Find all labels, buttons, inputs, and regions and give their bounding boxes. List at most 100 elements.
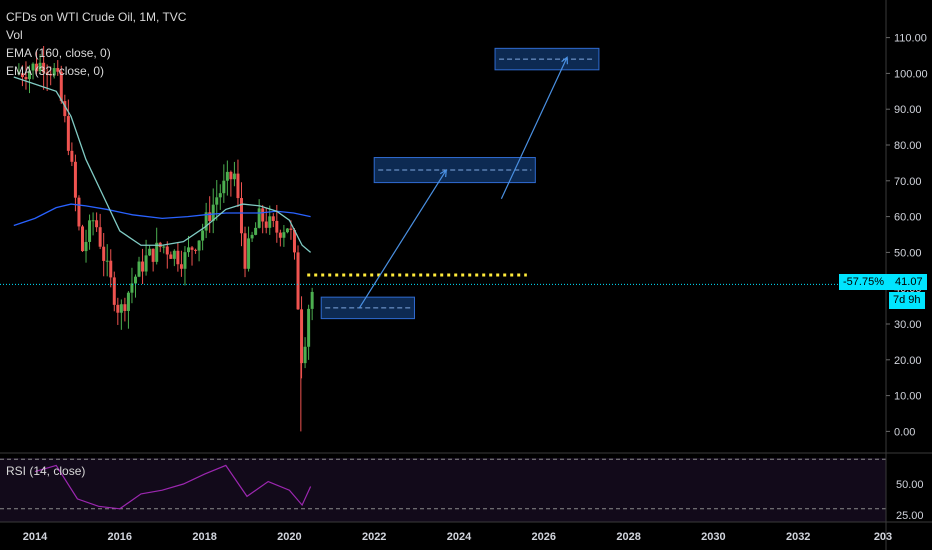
candle-body <box>232 173 236 180</box>
candle-body <box>151 248 155 262</box>
candle-body <box>271 216 275 221</box>
legend-ema-160: EMA (160, close, 0) <box>6 46 111 60</box>
candle-body <box>179 264 183 269</box>
candle-body <box>310 291 314 309</box>
candle-body <box>307 308 311 347</box>
x-tick-label: 2026 <box>532 531 556 543</box>
candle-body <box>300 309 304 364</box>
candle-body <box>42 62 46 73</box>
x-tick-label: 2024 <box>447 531 472 543</box>
candle-body <box>169 254 173 259</box>
candle-body <box>95 220 99 228</box>
candle-body <box>133 276 137 284</box>
candle-body <box>126 292 130 311</box>
last-price: 41.07 <box>895 276 923 288</box>
candle-body <box>190 247 194 250</box>
target-zone <box>494 47 600 71</box>
y-tick-label: 100.00 <box>894 68 928 80</box>
candle-body <box>155 242 159 262</box>
candle-body <box>275 220 279 233</box>
candle-body <box>123 304 127 311</box>
y-tick-label: 0.00 <box>894 426 915 438</box>
candle-body <box>91 220 95 222</box>
candle-body <box>282 232 286 238</box>
candle-body <box>24 77 28 80</box>
y-tick-label: 70.00 <box>894 176 922 188</box>
x-tick-label: 2028 <box>616 531 640 543</box>
y-tick-label: 10.00 <box>894 391 922 403</box>
candle-body <box>70 150 74 162</box>
rsi-legend: RSI (14, close) <box>6 464 86 478</box>
rsi-tick-label: 25.00 <box>896 510 924 522</box>
x-tick-label: 2030 <box>701 531 725 543</box>
arrowhead <box>561 56 568 65</box>
candle-body <box>215 197 219 205</box>
rsi-pane <box>0 458 886 522</box>
rsi-line <box>34 464 312 510</box>
ema-32-line <box>13 76 312 253</box>
candle-body <box>172 250 176 259</box>
candle-body <box>112 277 116 305</box>
candle-body <box>116 304 120 313</box>
x-tick-label: 2014 <box>23 531 48 543</box>
last-price-tag: -57.75% 41.07 <box>839 274 927 290</box>
candle-body <box>52 68 56 76</box>
candle-body <box>225 171 229 181</box>
candle-body <box>250 234 254 239</box>
candle-body <box>109 260 113 278</box>
candle-body <box>236 173 240 199</box>
rsi-tick-label: 50.00 <box>896 479 924 491</box>
candle-body <box>20 73 24 78</box>
x-tick-label: 2022 <box>362 531 386 543</box>
candle-body <box>285 228 289 233</box>
candle-body <box>292 229 296 253</box>
chart-legend: CFDs on WTI Crude Oil, 1M, TVC Vol EMA (… <box>6 8 186 80</box>
candle-body <box>303 346 307 364</box>
candle-body <box>31 63 35 71</box>
chart-overlays <box>0 47 886 522</box>
candle-body <box>261 208 265 222</box>
candle-body <box>204 212 208 231</box>
candle-body <box>84 241 88 252</box>
candle-body <box>264 221 268 228</box>
candle-body <box>66 116 70 151</box>
candle-body <box>254 227 258 235</box>
candle-body <box>148 248 152 256</box>
bar-countdown: 7d 9h <box>889 292 925 309</box>
y-tick-label: 90.00 <box>894 104 922 116</box>
candle-body <box>278 232 282 238</box>
x-tick-label: 203 <box>874 531 892 543</box>
candle-body <box>211 204 215 221</box>
candle-body <box>27 70 31 80</box>
x-tick-label: 2018 <box>192 531 216 543</box>
candle-body <box>49 73 53 76</box>
candle-body <box>35 63 39 72</box>
y-tick-label: 60.00 <box>894 212 922 224</box>
x-tick-label: 2032 <box>786 531 810 543</box>
ema-160-line <box>13 203 311 227</box>
candle-body <box>229 171 233 180</box>
candle-body <box>119 304 123 313</box>
y-tick-label: 50.00 <box>894 247 922 259</box>
candle-body <box>105 260 109 262</box>
candle-body <box>88 220 92 242</box>
y-tick-label: 80.00 <box>894 140 922 152</box>
candle-body <box>73 161 77 198</box>
candle-body <box>201 230 205 241</box>
candle-body <box>165 246 169 255</box>
candle-body <box>141 261 145 272</box>
candle-body <box>289 228 293 230</box>
candle-body <box>56 68 60 72</box>
price-candles <box>17 45 314 432</box>
symbol-title: CFDs on WTI Crude Oil, 1M, TVC <box>6 10 187 24</box>
candle-body <box>80 226 84 252</box>
candle-body <box>257 208 261 228</box>
x-tick-label: 2020 <box>277 531 301 543</box>
candle-body <box>176 250 180 265</box>
candle-body <box>102 246 106 261</box>
candle-body <box>17 73 21 75</box>
candle-body <box>59 71 63 102</box>
candle-body <box>186 247 190 253</box>
candle-body <box>239 198 243 234</box>
